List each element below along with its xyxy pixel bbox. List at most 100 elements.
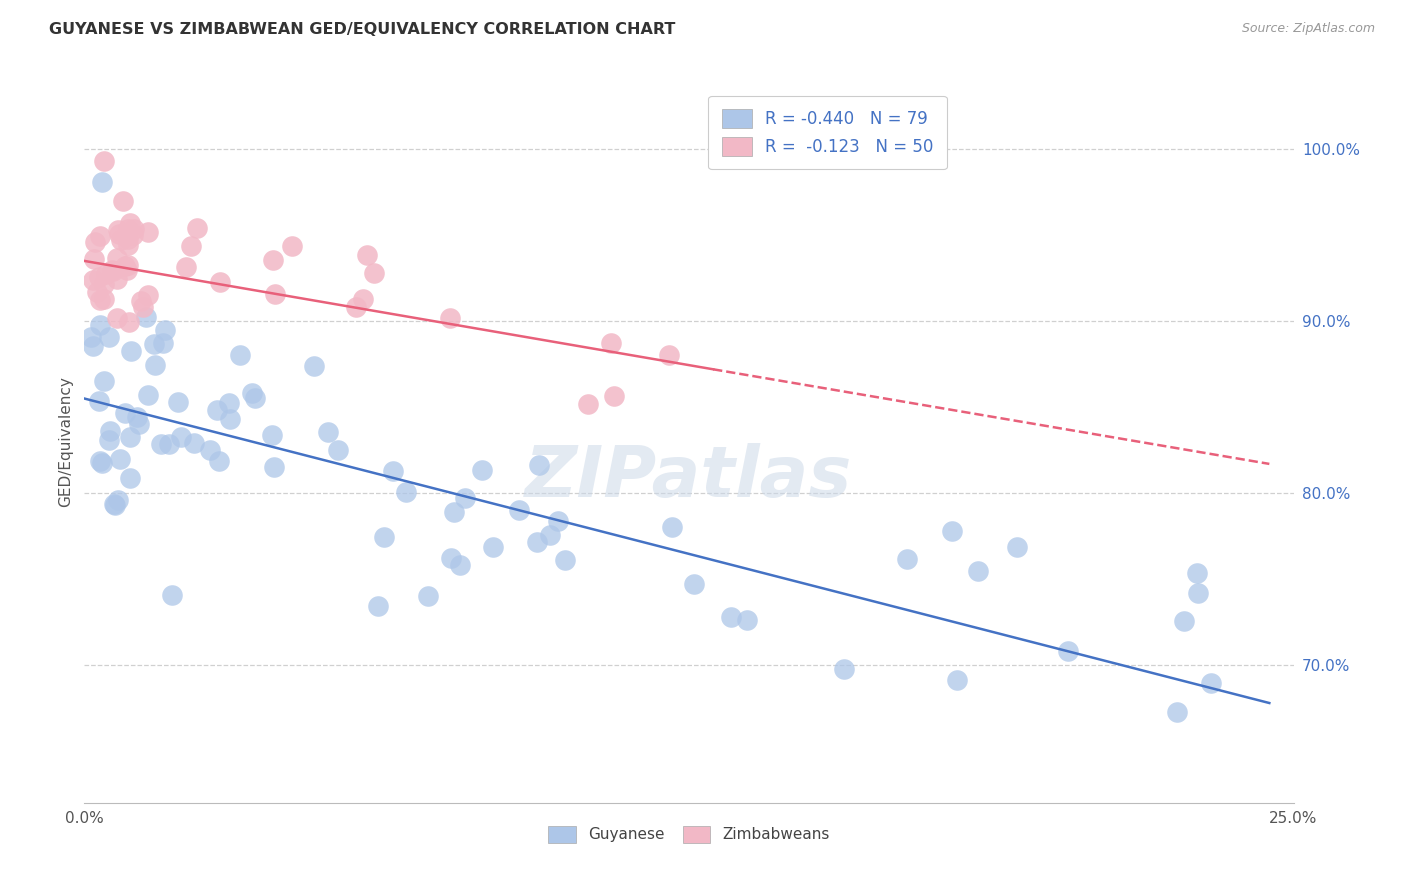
Point xyxy=(471,462,494,476)
Point xyxy=(89,228,111,243)
Point xyxy=(547,514,569,528)
Point xyxy=(243,392,266,406)
Text: ZIPatlas: ZIPatlas xyxy=(526,443,852,512)
Point xyxy=(356,248,378,262)
Point xyxy=(183,436,205,450)
Point xyxy=(129,294,152,309)
Point xyxy=(440,550,463,565)
Point xyxy=(186,221,208,235)
Point xyxy=(395,485,418,500)
Point xyxy=(529,458,551,473)
Point xyxy=(122,222,145,236)
Point xyxy=(117,237,139,252)
Point xyxy=(219,412,242,426)
Point xyxy=(262,253,284,268)
Point xyxy=(454,491,477,505)
Point xyxy=(118,430,141,444)
Point xyxy=(538,528,561,542)
Point xyxy=(683,576,706,591)
Point xyxy=(93,293,115,307)
Point xyxy=(416,589,439,603)
Point xyxy=(240,386,263,401)
Point xyxy=(281,239,304,253)
Point xyxy=(720,610,742,624)
Point xyxy=(122,228,145,243)
Point xyxy=(170,430,193,444)
Point xyxy=(152,335,174,350)
Point xyxy=(153,322,176,336)
Point xyxy=(208,275,231,289)
Point xyxy=(103,264,125,278)
Point xyxy=(661,520,683,534)
Point xyxy=(108,227,131,241)
Point xyxy=(735,613,758,627)
Point xyxy=(136,287,159,301)
Point xyxy=(600,335,623,350)
Point xyxy=(941,524,963,538)
Point xyxy=(198,442,221,457)
Point xyxy=(107,493,129,508)
Point xyxy=(326,442,349,457)
Point xyxy=(150,437,173,451)
Point xyxy=(118,315,141,329)
Point xyxy=(166,395,188,409)
Point xyxy=(352,292,374,306)
Point xyxy=(101,263,124,277)
Point xyxy=(97,329,120,343)
Point xyxy=(316,425,339,439)
Point xyxy=(89,293,111,307)
Point xyxy=(93,153,115,168)
Point xyxy=(228,348,250,362)
Point xyxy=(264,286,287,301)
Point xyxy=(1201,676,1223,690)
Point xyxy=(363,267,385,281)
Point xyxy=(1007,541,1029,555)
Point xyxy=(967,564,990,578)
Point xyxy=(1166,705,1188,719)
Point xyxy=(94,267,117,281)
Point xyxy=(110,233,132,247)
Y-axis label: GED/Equivalency: GED/Equivalency xyxy=(58,376,73,507)
Point xyxy=(108,452,131,467)
Point xyxy=(128,417,150,431)
Point xyxy=(89,454,111,468)
Point xyxy=(83,252,105,266)
Point xyxy=(117,262,139,277)
Point xyxy=(382,464,405,478)
Point xyxy=(86,285,108,300)
Point xyxy=(160,588,183,602)
Point xyxy=(218,396,240,410)
Text: Source: ZipAtlas.com: Source: ZipAtlas.com xyxy=(1241,22,1375,36)
Point xyxy=(82,272,104,286)
Point xyxy=(896,552,918,566)
Point xyxy=(180,239,202,253)
Point xyxy=(143,358,166,372)
Point xyxy=(142,337,165,351)
Point xyxy=(449,558,471,572)
Point xyxy=(107,223,129,237)
Point xyxy=(367,599,389,614)
Point xyxy=(834,662,856,676)
Point xyxy=(118,216,141,230)
Point xyxy=(576,397,599,411)
Point xyxy=(208,454,231,468)
Point xyxy=(98,433,121,447)
Point xyxy=(105,251,128,265)
Point xyxy=(105,272,128,286)
Point xyxy=(84,235,107,250)
Point xyxy=(93,277,115,291)
Point xyxy=(89,318,111,333)
Point xyxy=(1187,586,1209,600)
Point xyxy=(114,406,136,420)
Point xyxy=(103,498,125,512)
Point xyxy=(127,410,149,425)
Point xyxy=(443,505,465,519)
Point xyxy=(105,311,128,326)
Point xyxy=(112,194,135,208)
Point xyxy=(131,300,153,314)
Point xyxy=(138,225,160,239)
Point xyxy=(945,673,967,688)
Point xyxy=(157,437,180,451)
Point xyxy=(117,222,139,236)
Point xyxy=(174,260,197,274)
